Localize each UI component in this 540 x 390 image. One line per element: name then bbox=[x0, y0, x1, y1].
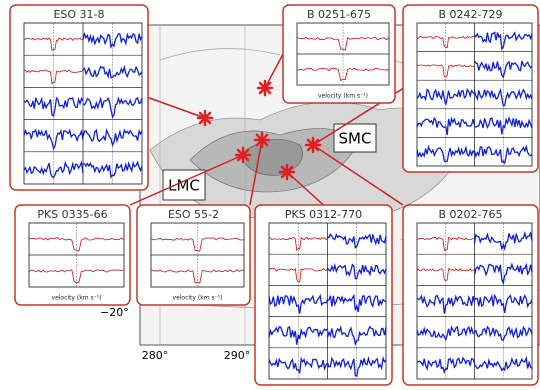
spectrum bbox=[474, 116, 533, 135]
spectrum bbox=[326, 355, 387, 377]
spectrum bbox=[296, 36, 390, 51]
spectrum bbox=[417, 64, 475, 78]
spectrum bbox=[473, 144, 533, 165]
spectrum bbox=[83, 160, 143, 179]
spectrum bbox=[23, 96, 84, 118]
spectrum bbox=[82, 96, 143, 119]
coord-label: −20° bbox=[100, 306, 129, 319]
panel-title: ESO 55-2 bbox=[168, 208, 219, 221]
spectrum bbox=[474, 293, 533, 314]
arrow bbox=[264, 53, 284, 89]
spectrum bbox=[23, 160, 84, 179]
spectrum bbox=[82, 128, 143, 148]
spectrum bbox=[296, 67, 390, 82]
spectrum bbox=[473, 87, 533, 107]
star bbox=[253, 131, 271, 149]
spectrum bbox=[416, 294, 476, 314]
spectrum bbox=[473, 355, 533, 372]
spectrum bbox=[416, 116, 476, 136]
spectrum bbox=[416, 35, 475, 49]
panel-title: ESO 31-8 bbox=[53, 8, 104, 21]
region-labels: LMC SMC −20° 280° 290° bbox=[100, 123, 377, 362]
spectrum bbox=[473, 31, 533, 51]
spectrum bbox=[150, 237, 245, 252]
star bbox=[196, 109, 214, 127]
spectrum bbox=[473, 262, 533, 286]
spectrum bbox=[473, 60, 533, 79]
spectrum bbox=[28, 237, 125, 252]
star bbox=[234, 146, 252, 164]
axis-label: velocity (km s⁻¹) bbox=[318, 93, 368, 100]
spectrum bbox=[416, 87, 475, 105]
spectrum bbox=[416, 324, 475, 342]
panel-title: B 0202-765 bbox=[438, 208, 502, 221]
arrow bbox=[249, 139, 263, 206]
spectrum bbox=[28, 269, 125, 284]
spectrum bbox=[150, 269, 245, 284]
coord-label: 290° bbox=[224, 349, 251, 362]
spectrum bbox=[416, 144, 476, 163]
region-label: LMC bbox=[168, 177, 200, 195]
stars bbox=[196, 79, 322, 181]
spectrum bbox=[268, 236, 328, 252]
spectrum bbox=[23, 37, 84, 51]
region-label: SMC bbox=[339, 130, 372, 148]
panel-title: PKS 0312-770 bbox=[285, 208, 362, 221]
panel-title: B 0251-675 bbox=[307, 8, 371, 21]
spectrum bbox=[327, 262, 387, 280]
star bbox=[304, 136, 322, 154]
spectrum bbox=[416, 236, 475, 252]
spectrum bbox=[416, 267, 475, 282]
star bbox=[256, 79, 274, 97]
spectrum bbox=[268, 356, 329, 375]
spectrum bbox=[473, 230, 533, 252]
panel-title: PKS 0335-66 bbox=[37, 208, 107, 221]
spectrum bbox=[268, 326, 328, 345]
arrow bbox=[312, 144, 404, 206]
axis-label: velocity (km s⁻¹) bbox=[52, 295, 102, 302]
spectrum bbox=[327, 293, 387, 313]
star bbox=[278, 163, 296, 181]
arrow bbox=[129, 154, 244, 206]
spectrum bbox=[82, 64, 143, 80]
panel-title: B 0242-729 bbox=[438, 8, 502, 21]
spectrum bbox=[268, 293, 329, 314]
panels: ESO 31-8 B 0251-675 velocity (km s⁻¹) B 024… bbox=[9, 4, 539, 386]
coord-label: 280° bbox=[142, 349, 169, 362]
axis-label: velocity (km s⁻¹) bbox=[173, 295, 223, 302]
spectrum bbox=[23, 69, 84, 85]
spectrum bbox=[23, 128, 84, 151]
spectrum bbox=[327, 232, 387, 249]
spectrum bbox=[416, 356, 476, 374]
spectrum bbox=[326, 325, 387, 347]
spectrum bbox=[268, 267, 328, 283]
arrow bbox=[147, 96, 206, 119]
spectrum bbox=[82, 31, 143, 50]
spectrum bbox=[473, 325, 533, 341]
